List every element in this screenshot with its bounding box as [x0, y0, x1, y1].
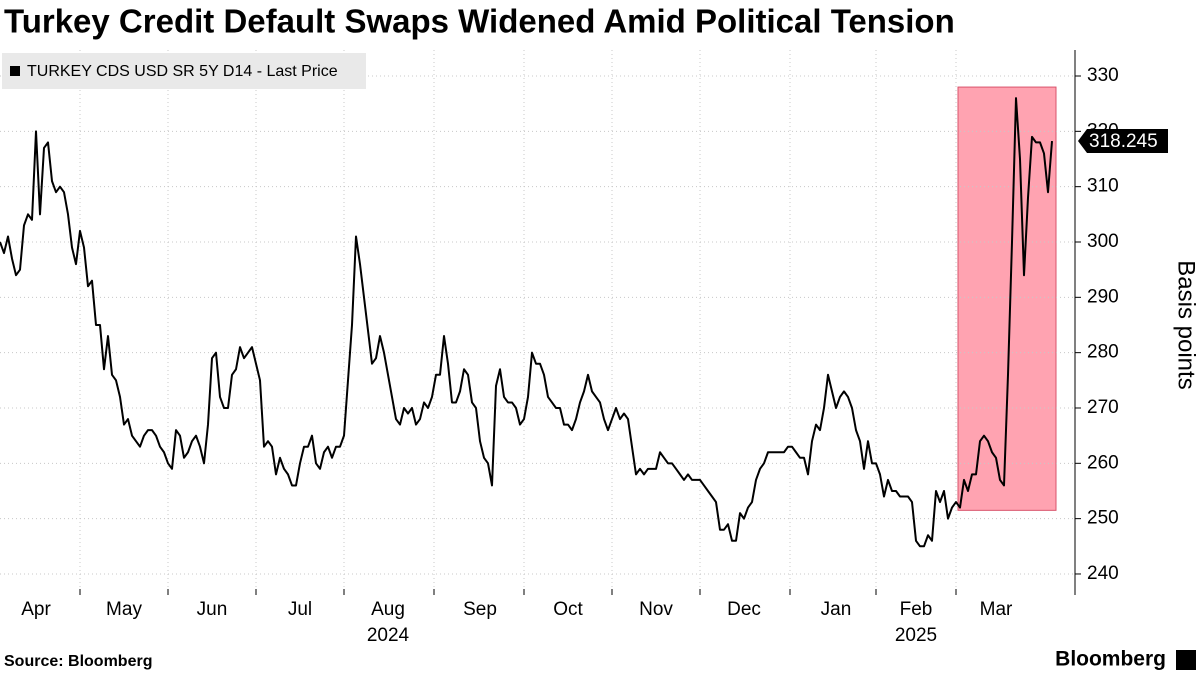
- y-tick-label: 270: [1087, 397, 1119, 418]
- y-axis-label: Basis points: [1173, 260, 1200, 389]
- highlight-region: [957, 86, 1057, 511]
- x-tick-label: Aug 2024: [367, 599, 410, 646]
- y-tick-label: 290: [1087, 286, 1119, 307]
- logo: Bloomberg: [1055, 648, 1166, 671]
- x-tick-label: Jun: [197, 599, 228, 620]
- legend-swatch: [10, 66, 20, 76]
- x-tick-label: Dec: [727, 599, 761, 620]
- x-tick-label: Oct: [553, 599, 583, 620]
- source: Source: Bloomberg: [4, 653, 152, 670]
- y-tick-label: 310: [1087, 176, 1119, 197]
- x-tick-label: May: [106, 599, 142, 620]
- y-tick-label: 280: [1087, 342, 1119, 363]
- x-tick-label: Mar: [980, 599, 1013, 620]
- x-tick-label: Apr: [21, 599, 51, 620]
- legend-label: TURKEY CDS USD SR 5Y D14 - Last Price: [27, 63, 338, 80]
- y-tick-label: 260: [1087, 452, 1119, 473]
- logo-icon: [1176, 650, 1196, 670]
- chart-title: Turkey Credit Default Swaps Widened Amid…: [4, 3, 955, 40]
- x-tick-label: Jan: [821, 599, 852, 620]
- x-tick-label: Feb 2025: [895, 599, 937, 646]
- legend-box: [2, 53, 366, 89]
- x-tick-label: Sep: [463, 599, 497, 620]
- last-price-tag: [1078, 129, 1168, 154]
- y-tick-label: 240: [1087, 563, 1119, 584]
- line-series: [0, 97, 1053, 548]
- y-tick-label: 300: [1087, 231, 1119, 252]
- x-tick-label: Jul: [288, 599, 312, 620]
- x-tick-label: Nov: [639, 599, 673, 620]
- y-tick-label: 330: [1087, 65, 1119, 86]
- y-tick-label: 250: [1087, 508, 1119, 529]
- last-price-label: 318.245: [1089, 131, 1158, 152]
- legend: TURKEY CDS USD SR 5Y D14 - Last Price: [2, 53, 366, 89]
